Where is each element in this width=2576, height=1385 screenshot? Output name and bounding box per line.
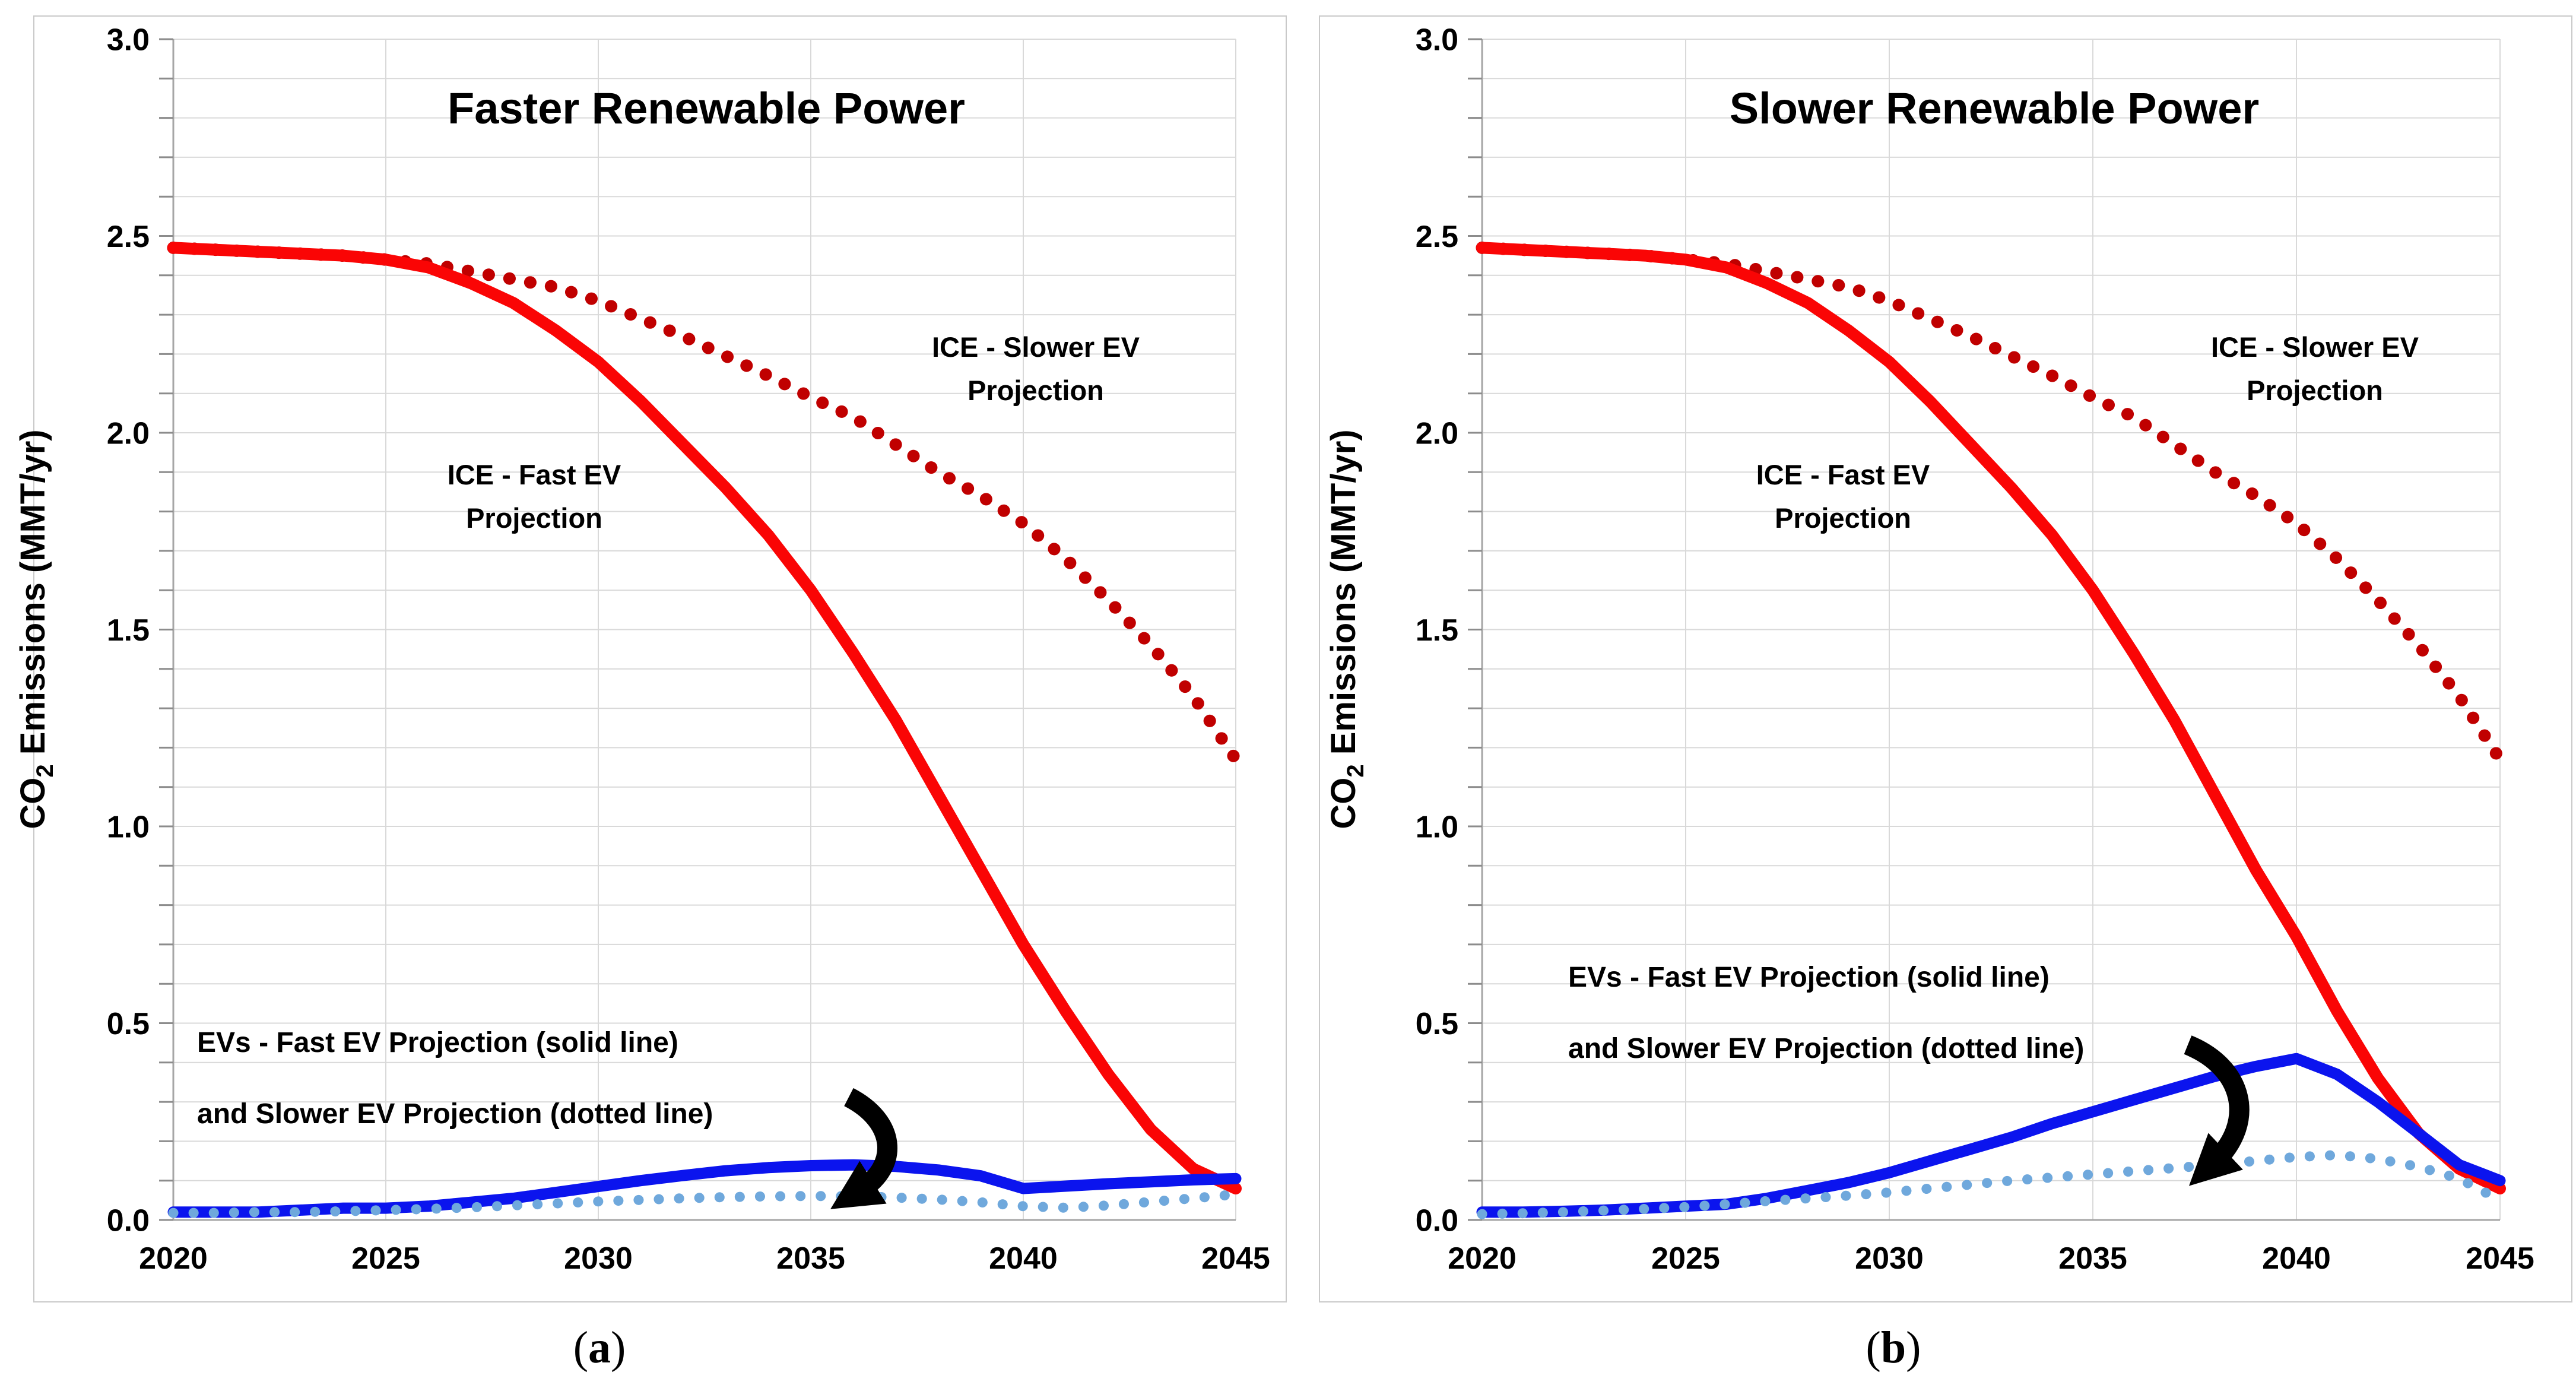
y-tick-label: 2.5 [107,220,150,254]
gridlines-b [1482,39,2501,1220]
x-tick-label: 2030 [1855,1241,1924,1276]
label-ice-fast-2: Projection [466,502,602,534]
x-tick-label: 2030 [564,1241,633,1276]
y-tick-label: 0.5 [107,1007,150,1041]
x-tick-label: 2035 [776,1241,845,1276]
label-ice-slower-2: Projection [967,375,1104,406]
y-tick-label: 3.0 [1416,23,1458,58]
x-tick-label: 2020 [1448,1241,1517,1276]
series-ev-slower-a [168,1189,1241,1218]
y-tick-label: 0.0 [107,1204,150,1238]
label-ev-1: EVs - Fast EV Projection (solid line) [197,1027,678,1058]
label-ice-fast-1: ICE - Fast EV [1756,459,1930,490]
x-tick-label: 2035 [2058,1241,2127,1276]
y-tick-label: 2.0 [1416,417,1458,451]
y-tick-label: 1.5 [1416,613,1458,648]
ev-annotation-arrow-b [2184,1035,2250,1186]
label-ice-slower-2: Projection [2247,375,2383,406]
y-tick-label: 0.0 [1416,1204,1458,1238]
y-tick-label: 1.0 [1416,810,1458,845]
y-tick-label: 1.0 [107,810,150,845]
panel-border-a [33,15,1287,1302]
x-tick-label: 2040 [2262,1241,2331,1276]
y-tick-label: 0.5 [1416,1007,1458,1041]
series-ev-fast-a [167,1159,1242,1218]
x-tick-label: 2020 [139,1241,208,1276]
caption-a: (a) [573,1323,626,1373]
label-ev-2: and Slower EV Projection (dotted line) [197,1098,713,1130]
label-ice-slower-1: ICE - Slower EV [932,331,1140,363]
label-ev-1: EVs - Fast EV Projection (solid line) [1568,962,2050,993]
x-tick-label: 2045 [1201,1241,1270,1276]
label-ice-fast-1: ICE - Fast EV [448,459,621,490]
chart-title-a: Faster Renewable Power [448,84,965,133]
x-tick-label: 2025 [351,1241,420,1276]
label-ice-fast-2: Projection [1775,502,1911,534]
series-ice-fast-b [1476,242,2506,1194]
ev-annotation-arrow-a [830,1088,897,1209]
y-tick-label: 2.0 [107,417,150,451]
x-tick-label: 2025 [1651,1241,1720,1276]
y-axis-title: CO2 Emissions (MMT/yr) [1324,429,1369,829]
y-axis-title: CO2 Emissions (MMT/yr) [14,429,58,829]
caption-b: (b) [1866,1323,1921,1373]
label-ice-slower-1: ICE - Slower EV [2211,331,2419,363]
chart-title-b: Slower Renewable Power [1730,84,2259,133]
y-tick-label: 1.5 [107,613,150,648]
y-tick-label: 3.0 [107,23,150,58]
series-ev-slower-b [1477,1150,2505,1219]
series-ev-fast-b [1476,1053,2506,1218]
x-tick-label: 2045 [2466,1241,2534,1276]
label-ev-2: and Slower EV Projection (dotted line) [1568,1033,2084,1064]
series-ice-slower-a [167,241,1242,766]
x-tick-label: 2040 [989,1241,1058,1276]
y-tick-label: 2.5 [1416,220,1458,254]
series-ice-fast-a [167,242,1242,1194]
